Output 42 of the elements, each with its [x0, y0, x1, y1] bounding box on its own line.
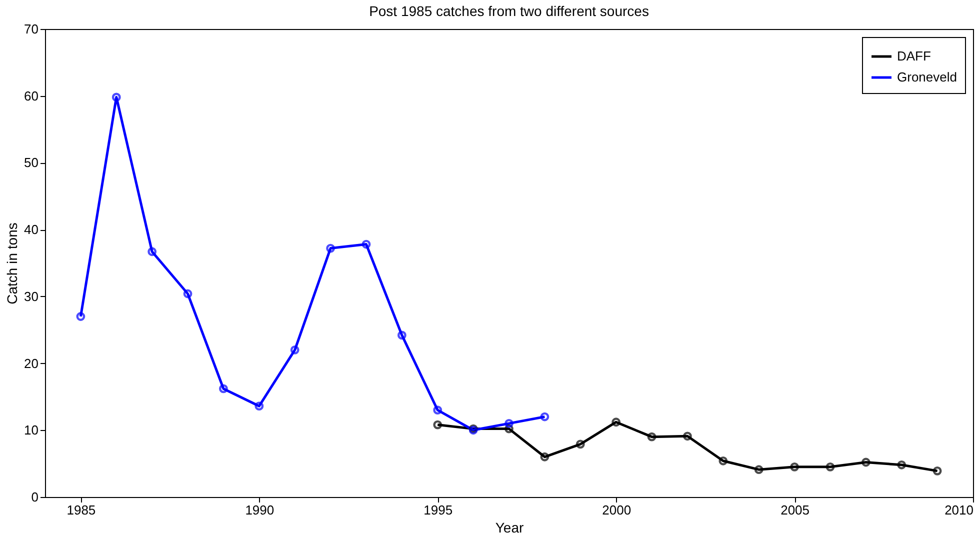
legend-label: DAFF — [897, 48, 931, 64]
y-axis-title: Catch in tons — [4, 222, 20, 304]
point — [433, 406, 442, 415]
y-tick-label: 20 — [24, 356, 38, 371]
point — [612, 418, 621, 427]
x-tick-label: 2010 — [944, 502, 974, 518]
y-tick-label: 60 — [24, 88, 38, 104]
point — [504, 419, 514, 428]
x-axis-title: Year — [495, 520, 524, 536]
y-tick-label: 50 — [24, 155, 38, 170]
point — [254, 402, 264, 411]
x-tick-label: 1990 — [245, 502, 274, 518]
point — [683, 432, 692, 441]
point — [326, 244, 335, 253]
point — [183, 289, 192, 298]
point — [897, 460, 906, 470]
y-tick-label: 0 — [31, 490, 38, 504]
x-tick-label: 2000 — [602, 502, 632, 518]
chart-title: Post 1985 catches from two different sources — [369, 3, 649, 19]
point — [504, 424, 514, 434]
point — [148, 247, 157, 256]
point — [362, 240, 371, 249]
point — [718, 456, 728, 466]
x-tick-label: 2005 — [780, 502, 810, 518]
y-tick-label: 10 — [24, 422, 38, 438]
point — [112, 92, 121, 102]
y-tick-label: 70 — [24, 22, 38, 36]
point — [397, 330, 406, 340]
point — [754, 465, 764, 474]
x-tick-label: 1985 — [66, 502, 96, 518]
point — [861, 458, 870, 467]
point — [790, 462, 799, 472]
legend-label: Groneveld — [897, 70, 957, 84]
x-tick-label: 1995 — [424, 502, 453, 518]
y-tick-label: 30 — [24, 288, 38, 304]
point — [576, 440, 585, 449]
point — [219, 384, 228, 394]
point — [647, 432, 656, 442]
point — [290, 345, 300, 354]
point — [540, 452, 550, 462]
y-tick-label: 40 — [24, 222, 38, 238]
point — [826, 462, 835, 472]
